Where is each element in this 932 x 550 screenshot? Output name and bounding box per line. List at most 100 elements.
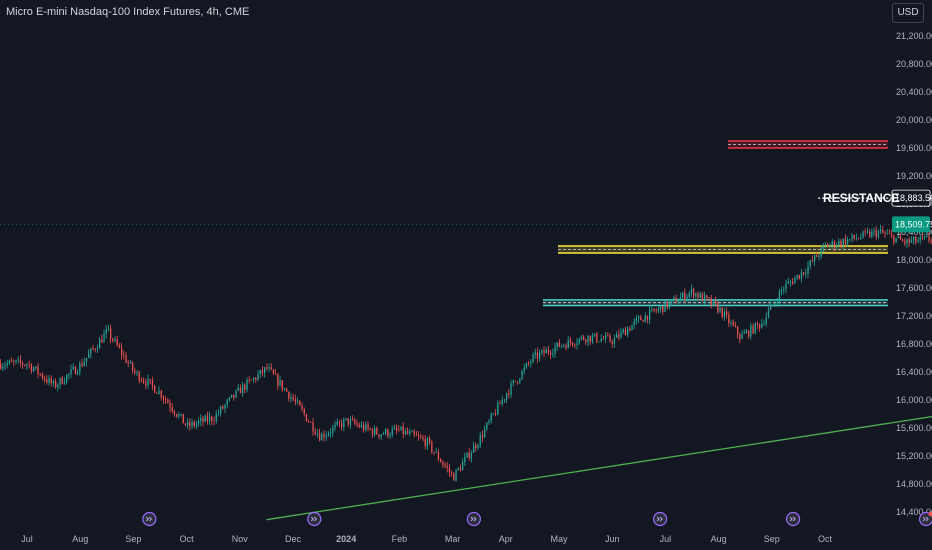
candle-body — [640, 316, 642, 320]
candle-body — [501, 399, 503, 405]
candle-body — [928, 236, 930, 241]
x-tick-label: Sep — [125, 534, 141, 544]
candle-body — [536, 352, 539, 359]
chart-title: Micro E-mini Nasdaq-100 Index Futures, 4… — [6, 6, 250, 18]
candle-body — [585, 339, 587, 342]
candle-body — [275, 373, 277, 375]
candle-body — [840, 240, 842, 246]
candle-body — [818, 256, 820, 258]
event-marker-circle — [307, 511, 322, 527]
candle-body — [385, 429, 387, 434]
candle-body — [127, 362, 129, 364]
candle-body — [838, 240, 840, 246]
candle-body — [237, 387, 239, 391]
candle-body — [646, 315, 649, 321]
candle-body — [796, 274, 798, 279]
candle-body — [706, 295, 708, 298]
candle-body — [244, 384, 246, 390]
candle-body — [864, 231, 866, 233]
candle-body — [759, 324, 761, 328]
candle-body — [222, 406, 224, 409]
event-marker[interactable] — [918, 511, 932, 527]
candle-body — [638, 316, 640, 319]
candle-body — [198, 421, 200, 424]
candle-body — [871, 231, 873, 237]
candle-body — [112, 338, 114, 341]
candle-body — [726, 311, 728, 315]
candle-body — [778, 291, 781, 303]
candle-body — [22, 362, 24, 365]
candle-body — [312, 422, 314, 432]
notification-dot — [928, 511, 932, 517]
candle-body — [613, 337, 616, 344]
candle-body — [220, 406, 222, 414]
candle-body — [763, 323, 765, 325]
candle-body — [446, 466, 448, 468]
candle-body — [642, 319, 644, 322]
candle-body — [877, 231, 880, 237]
candle-body — [402, 426, 404, 435]
x-tick-label: Oct — [180, 534, 195, 544]
event-marker[interactable] — [785, 511, 801, 527]
candle-body — [657, 308, 660, 311]
candle-body — [176, 414, 178, 417]
candle-body — [316, 433, 319, 435]
candle-body — [908, 239, 910, 243]
candle-body — [737, 326, 739, 335]
candle-body — [264, 367, 266, 374]
currency-button[interactable]: USD — [892, 3, 924, 23]
candle-body — [886, 233, 888, 235]
candle-body — [156, 392, 158, 394]
candle-body — [453, 473, 455, 481]
candle-body — [506, 393, 508, 400]
candle-body — [330, 432, 332, 434]
candle-body — [39, 373, 41, 375]
candle-body — [294, 399, 297, 402]
candle-body — [52, 381, 55, 384]
candle-body — [899, 236, 902, 240]
candle-body — [314, 431, 316, 435]
candle-body — [833, 241, 836, 248]
candle-body — [310, 421, 312, 423]
y-tick-label: 16,400.00 — [896, 367, 932, 377]
candle-body — [660, 306, 662, 309]
candle-body — [459, 468, 462, 471]
candle-body — [811, 260, 814, 262]
candle-body — [484, 429, 486, 438]
event-marker[interactable] — [142, 511, 157, 527]
candle-body — [629, 328, 631, 331]
candle-body — [354, 419, 356, 424]
candle-body — [323, 434, 325, 438]
candle-body — [831, 241, 833, 245]
candle-body — [466, 452, 468, 458]
candle-body — [532, 354, 534, 362]
y-tick-label: 18,000.00 — [896, 255, 932, 265]
candle-body — [631, 325, 633, 331]
candle-body — [552, 353, 554, 355]
event-marker-circle — [466, 511, 481, 527]
candle-body — [563, 345, 565, 347]
candle-body — [15, 360, 17, 362]
event-marker[interactable] — [652, 511, 668, 527]
event-marker[interactable] — [466, 511, 481, 527]
candle-body — [398, 430, 400, 431]
green-trendline-lower[interactable] — [266, 227, 932, 521]
event-marker[interactable] — [307, 511, 322, 527]
candle-body — [554, 347, 556, 354]
candle-body — [807, 265, 809, 274]
candle-body — [103, 333, 105, 343]
candle-body — [756, 322, 759, 325]
candle-body — [644, 315, 646, 322]
candle-body — [96, 348, 99, 350]
x-tick-label: Dec — [285, 534, 302, 544]
candle-body — [541, 349, 543, 353]
candle-body — [147, 378, 149, 386]
candle-body — [873, 230, 875, 232]
candle-body — [719, 307, 721, 312]
candle-body — [635, 318, 638, 321]
candle-body — [567, 339, 569, 349]
candle-body — [33, 368, 35, 372]
candle-body — [41, 374, 44, 379]
